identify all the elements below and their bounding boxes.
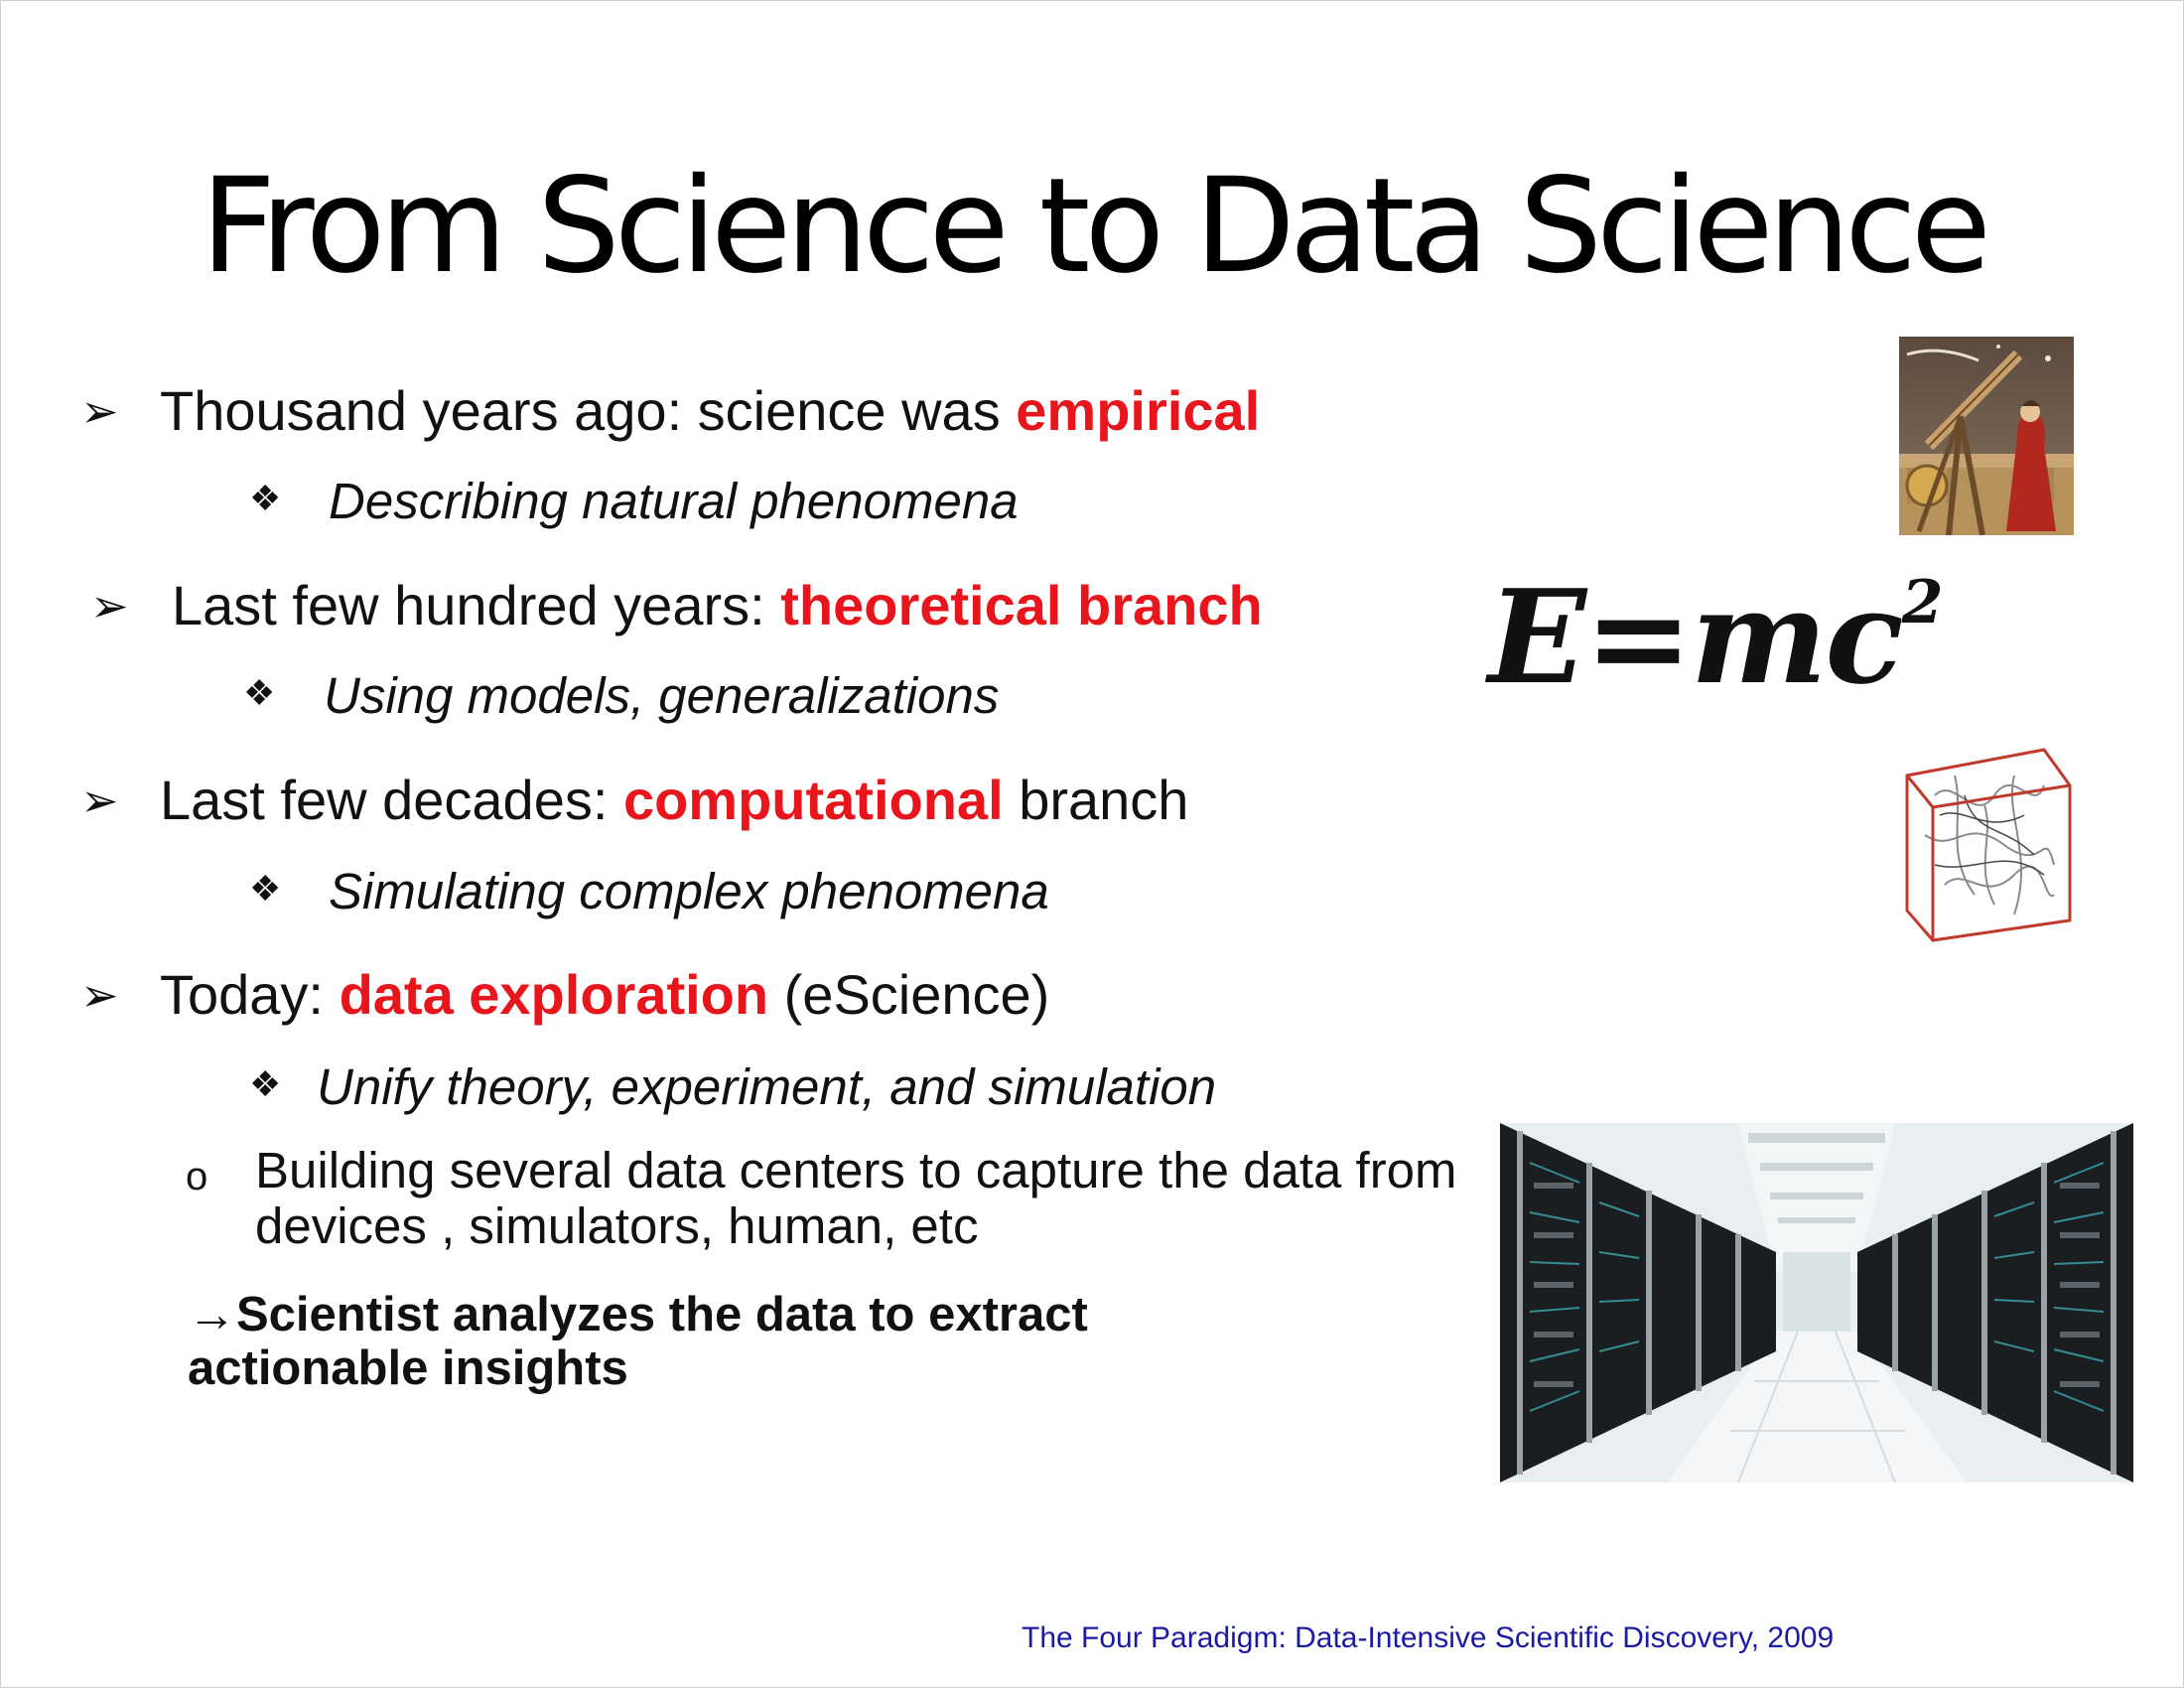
bullet-text-suffix: (eScience): [768, 963, 1050, 1026]
arrow-bullet-icon: ➢: [80, 969, 119, 1021]
highlight-text: computational: [622, 769, 1004, 831]
bullet-text: Thousand years ago: science was: [160, 379, 1017, 442]
bullet-item-empirical: Thousand years ago: science was empirica…: [160, 378, 1260, 443]
equation-exponent: 2: [1901, 568, 1944, 637]
arrow-bullet-icon: ➢: [80, 774, 119, 826]
server-aisle-image: [1500, 1123, 2133, 1482]
bullet-text: Today:: [160, 963, 340, 1026]
arrow-bullet-icon: ➢: [90, 580, 129, 632]
circle-bullet-icon: o: [186, 1155, 208, 1198]
simulation-cube-image: [1895, 736, 2080, 948]
highlight-text: data exploration: [339, 963, 769, 1026]
citation-footer: The Four Paradigm: Data-Intensive Scient…: [1022, 1621, 1835, 1654]
bullet-item-computational: Last few decades: computational branch: [160, 768, 1188, 832]
diamond-bullet-icon: ❖: [249, 478, 282, 518]
insight-text: →Scientist analyzes the data to extract …: [188, 1288, 1319, 1395]
bullet-item-theoretical: Last few hundred years: theoretical bran…: [172, 573, 1263, 637]
telescope-astronomer-image: [1899, 337, 2074, 535]
simulation-cube-illustration: [1895, 736, 2080, 948]
sub-bullet-text: Describing natural phenomena: [329, 473, 1019, 529]
telescope-astronomer-illustration: [1899, 337, 2074, 535]
diamond-bullet-icon: ❖: [243, 672, 276, 713]
equation-emc2: E=mc2: [1488, 561, 1944, 713]
slide-title: From Science to Data Science: [201, 150, 1991, 303]
sub-bullet-text: Simulating complex phenomena: [329, 863, 1049, 919]
equation-base: E=mc: [1488, 561, 1904, 713]
highlight-text: theoretical branch: [780, 574, 1263, 636]
arrow-bullet-icon: ➢: [80, 385, 119, 437]
bullet-text: Last few hundred years:: [172, 574, 781, 636]
sub-bullet-text: Using models, generalizations: [324, 667, 1000, 724]
bullet-text-suffix: branch: [1003, 769, 1189, 831]
diamond-bullet-icon: ❖: [249, 1063, 282, 1104]
right-arrow-icon: →: [188, 1288, 236, 1341]
diamond-bullet-icon: ❖: [249, 868, 282, 909]
sub-bullet-text: Unify theory, experiment, and simulation: [317, 1058, 1217, 1115]
bullet-item-data-exploration: Today: data exploration (eScience): [160, 962, 1049, 1027]
bullet-text: Last few decades:: [160, 769, 623, 831]
data-centers-text: Building several data centers to capture…: [255, 1142, 1457, 1254]
datacenter-illustration: [1500, 1123, 2133, 1482]
insight-label: Scientist analyzes the data to extract a…: [188, 1288, 1088, 1395]
highlight-text: empirical: [1016, 379, 1261, 442]
